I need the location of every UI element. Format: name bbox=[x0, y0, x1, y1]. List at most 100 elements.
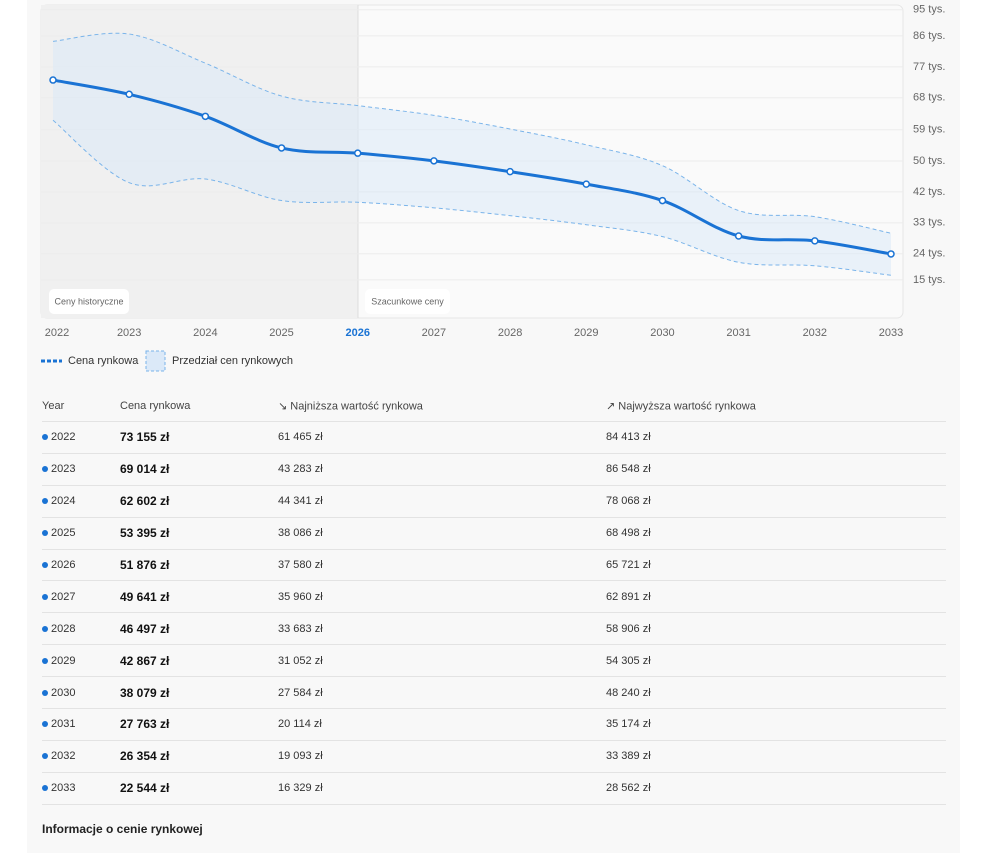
table-row: 2024 62 602 zł 44 341 zł 78 068 zł bbox=[42, 486, 946, 518]
table-cell: 48 240 zł bbox=[606, 686, 651, 699]
table-row: 2029 42 867 zł 31 052 zł 54 305 zł bbox=[42, 645, 946, 678]
y-tick-label: 33 tys. bbox=[913, 217, 945, 229]
y-tick-label: 77 tys. bbox=[913, 61, 945, 73]
price-point bbox=[506, 167, 514, 176]
x-tick-label: 2022 bbox=[45, 327, 69, 339]
price-band bbox=[53, 33, 891, 276]
year-dot bbox=[42, 625, 48, 632]
table-cell: 53 395 zł bbox=[120, 526, 170, 541]
table-cell: 42 867 zł bbox=[120, 653, 170, 668]
table-row: 2031 27 763 zł 20 114 zł 35 174 zł bbox=[42, 709, 946, 741]
price-point bbox=[201, 112, 210, 121]
table-row: 2032 26 354 zł 19 093 zł 33 389 zł bbox=[42, 741, 946, 773]
table-cell: 35 174 zł bbox=[606, 718, 651, 731]
table-cell: 62 602 zł bbox=[120, 494, 170, 509]
year-dot bbox=[42, 753, 48, 760]
table-cell: 2026 bbox=[51, 559, 76, 571]
table-cell: 58 906 zł bbox=[606, 622, 651, 635]
table-cell: 31 052 zł bbox=[278, 654, 323, 667]
table-row: 2027 49 641 zł 35 960 zł 62 891 zł bbox=[42, 581, 946, 614]
x-tick-label: 2029 bbox=[574, 327, 598, 339]
price-point bbox=[582, 180, 591, 188]
year-dot bbox=[42, 466, 48, 473]
y-tick-label: 50 tys. bbox=[913, 155, 945, 167]
year-dot bbox=[42, 785, 48, 792]
table-cell: 27 584 zł bbox=[278, 686, 323, 699]
y-tick-label: 15 tys. bbox=[913, 274, 945, 286]
price-point bbox=[430, 157, 438, 165]
table-cell: 73 155 zł bbox=[120, 430, 170, 445]
table-cell: 33 683 zł bbox=[278, 622, 323, 635]
table-cell: 84 413 zł bbox=[606, 431, 651, 444]
band-high bbox=[52, 32, 892, 234]
header-cell: ↗ Najwyższa wartość rynkowa bbox=[606, 400, 756, 412]
table-cell: 2028 bbox=[51, 622, 76, 635]
region-label: Szacunkowe ceny bbox=[371, 296, 444, 306]
year-dot bbox=[42, 721, 48, 728]
table-cell: 28 562 zł bbox=[606, 782, 651, 795]
header-cell: Cena rynkowa bbox=[120, 399, 191, 412]
x-tick-label: 2026 bbox=[345, 327, 369, 339]
x-tick-label: 2025 bbox=[269, 327, 293, 339]
table-cell: 46 497 zł bbox=[120, 621, 170, 636]
table-cell: 44 341 zł bbox=[278, 495, 323, 508]
table-cell: 61 465 zł bbox=[278, 431, 323, 444]
y-tick-label: 59 tys. bbox=[913, 124, 945, 136]
table-cell: 68 498 zł bbox=[606, 527, 651, 540]
price-point bbox=[125, 90, 133, 99]
table-cell: 2027 bbox=[51, 590, 76, 603]
year-dot bbox=[42, 562, 48, 568]
price-point bbox=[49, 76, 57, 84]
legend-label: Cena rynkowa bbox=[68, 355, 139, 367]
y-tick-label: 86 tys. bbox=[913, 30, 945, 42]
header-cell: ↘ Najniższa wartość rynkowa bbox=[278, 400, 423, 412]
table-cell: 22 544 zł bbox=[120, 781, 170, 796]
table-cell: 69 014 zł bbox=[120, 462, 170, 477]
table-cell: 38 086 zł bbox=[278, 527, 323, 540]
year-dot bbox=[42, 593, 48, 600]
year-dot bbox=[42, 434, 48, 441]
region-label-box bbox=[365, 289, 450, 314]
region-label-box bbox=[49, 289, 129, 314]
table-cell: 2023 bbox=[51, 463, 76, 476]
table-cell: 16 329 zł bbox=[278, 782, 323, 795]
x-tick-label: 2030 bbox=[650, 327, 674, 339]
table-cell: 54 305 zł bbox=[606, 654, 651, 667]
table-cell: 49 641 zł bbox=[120, 589, 170, 604]
price-point bbox=[658, 196, 667, 205]
region-label: Ceny historyczne bbox=[54, 296, 123, 306]
chart: 95 tys. 86 tys. 77 tys. 68 tys. 59 tys. 50 ty… bbox=[40, 4, 945, 372]
price-point bbox=[353, 149, 362, 157]
band-low bbox=[52, 119, 892, 276]
year-dot bbox=[42, 657, 48, 664]
price-line bbox=[52, 78, 892, 256]
table-row: 2023 69 014 zł 43 283 zł 86 548 zł bbox=[42, 454, 946, 486]
table-cell: 2033 bbox=[51, 782, 76, 795]
table-cell: 78 068 zł bbox=[606, 495, 651, 508]
y-tick-label: 42 tys. bbox=[913, 186, 945, 198]
x-tick-label: 2024 bbox=[193, 327, 217, 339]
table-cell: 27 763 zł bbox=[120, 717, 170, 732]
y-tick-label: 95 tys. bbox=[913, 4, 945, 16]
table-cell: 86 548 zł bbox=[606, 463, 651, 476]
x-tick-label: 2032 bbox=[803, 327, 827, 339]
price-point bbox=[887, 250, 895, 258]
price-point bbox=[811, 237, 819, 245]
table-header: Year Cena rynkowa ↘ Najniższa wartość rynk… bbox=[42, 390, 946, 422]
year-dot bbox=[42, 498, 48, 505]
price-point bbox=[734, 232, 743, 240]
table-cell: 2025 bbox=[51, 527, 76, 540]
table-cell: 65 721 zł bbox=[606, 559, 651, 571]
table-cell: 2030 bbox=[51, 686, 76, 699]
table-cell: 20 114 zł bbox=[278, 718, 322, 731]
table-row: 2026 51 876 zł 37 580 zł 65 721 zł bbox=[42, 550, 946, 582]
table-row: 2025 53 395 zł 38 086 zł 68 498 zł bbox=[42, 518, 946, 550]
table-row: 2028 46 497 zł 33 683 zł 58 906 zł bbox=[42, 613, 946, 646]
footer-heading: Informacje o cenie rynkowej bbox=[42, 822, 203, 836]
legend-label: Przedział cen rynkowych bbox=[172, 355, 293, 367]
header-cell: Year bbox=[42, 399, 65, 412]
x-tick-label: 2027 bbox=[422, 327, 446, 339]
table-cell: 2032 bbox=[51, 750, 76, 763]
legend-band-swatch bbox=[145, 350, 166, 372]
table-cell: 35 960 zł bbox=[278, 590, 323, 603]
